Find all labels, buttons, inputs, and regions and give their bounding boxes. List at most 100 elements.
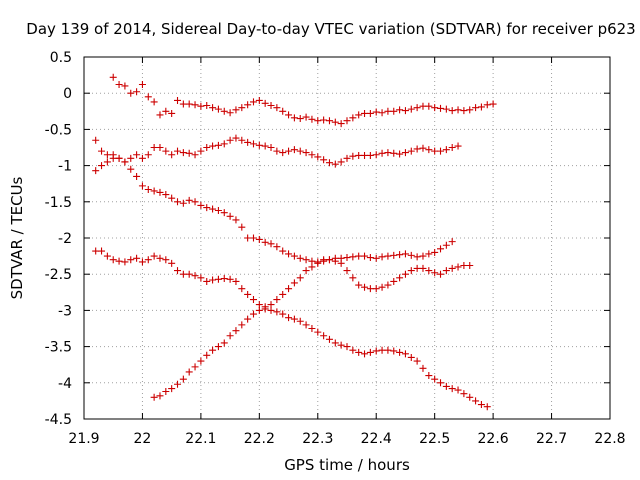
data-point	[214, 105, 222, 113]
data-point	[366, 151, 374, 159]
data-point	[390, 251, 398, 259]
data-point	[244, 234, 252, 242]
data-point	[407, 251, 415, 259]
data-point	[285, 111, 293, 119]
data-point	[396, 251, 404, 259]
data-point	[372, 254, 380, 262]
data-point	[343, 154, 351, 162]
data-point	[209, 276, 217, 284]
data-point	[197, 147, 205, 155]
data-point	[121, 82, 129, 90]
data-point	[109, 73, 117, 81]
data-point	[98, 147, 106, 155]
data-point	[331, 254, 339, 262]
data-point	[431, 248, 439, 256]
data-point	[431, 104, 439, 112]
data-point	[466, 393, 474, 401]
series-track-2	[92, 134, 462, 168]
data-point	[325, 159, 333, 167]
data-point	[238, 104, 246, 112]
data-point	[355, 111, 363, 119]
data-point	[401, 250, 409, 258]
x-tick-label: 22.3	[302, 431, 333, 447]
data-point	[472, 397, 480, 405]
data-point	[220, 339, 228, 347]
data-point	[302, 321, 310, 329]
data-point	[203, 204, 211, 212]
data-point	[244, 290, 252, 298]
data-point	[460, 390, 468, 398]
data-point	[343, 267, 351, 275]
data-point	[384, 149, 392, 157]
data-point	[232, 327, 240, 335]
data-point	[378, 109, 386, 117]
data-point	[174, 267, 182, 275]
data-point	[98, 247, 106, 255]
data-point	[401, 350, 409, 358]
data-point	[413, 145, 421, 153]
data-point	[437, 245, 445, 253]
data-points	[92, 73, 497, 411]
data-point	[296, 274, 304, 282]
data-point	[413, 104, 421, 112]
data-point	[437, 379, 445, 387]
data-point	[185, 270, 193, 278]
data-point	[419, 102, 427, 110]
data-point	[103, 158, 111, 166]
data-point	[320, 332, 328, 340]
data-point	[179, 100, 187, 108]
series-track-3	[92, 154, 474, 293]
data-point	[226, 109, 234, 117]
data-point	[162, 256, 170, 264]
data-point	[361, 252, 369, 260]
data-point	[425, 267, 433, 275]
data-point	[489, 100, 497, 108]
data-point	[483, 101, 491, 109]
data-point	[437, 270, 445, 278]
data-point	[203, 144, 211, 151]
data-point	[144, 93, 152, 101]
data-point	[220, 107, 228, 115]
chart-title: Day 139 of 2014, Sidereal Day-to-day VTE…	[26, 20, 635, 38]
data-point	[296, 317, 304, 325]
data-point	[127, 154, 135, 162]
data-point	[302, 256, 310, 264]
data-point	[337, 341, 345, 349]
data-point	[401, 149, 409, 157]
data-point	[191, 272, 199, 280]
data-point	[343, 254, 351, 262]
data-point	[308, 325, 316, 332]
data-point	[454, 142, 462, 150]
data-point	[407, 105, 415, 113]
data-point	[232, 106, 240, 114]
data-point	[232, 216, 240, 224]
data-point	[337, 158, 345, 166]
data-point	[121, 158, 129, 166]
data-point	[314, 328, 322, 336]
data-point	[133, 172, 141, 180]
data-point	[343, 117, 351, 125]
data-point	[273, 243, 281, 251]
data-point	[273, 104, 281, 112]
data-point	[238, 136, 246, 144]
data-point	[320, 257, 328, 265]
x-tick-label: 22.7	[536, 431, 567, 447]
data-point	[103, 151, 111, 159]
data-point	[425, 146, 433, 154]
data-point	[267, 102, 275, 110]
data-point	[454, 386, 462, 394]
data-point	[226, 136, 234, 144]
data-point	[162, 147, 170, 155]
data-point	[466, 106, 474, 114]
data-point	[150, 393, 158, 401]
data-point	[98, 162, 106, 170]
data-point	[174, 96, 182, 104]
data-point	[220, 209, 228, 217]
data-point	[349, 114, 357, 122]
y-axis-label: SDTVAR / TECUs	[8, 176, 26, 299]
data-point	[109, 154, 117, 162]
data-point	[168, 259, 176, 267]
data-point	[244, 315, 252, 323]
data-point	[372, 347, 380, 355]
